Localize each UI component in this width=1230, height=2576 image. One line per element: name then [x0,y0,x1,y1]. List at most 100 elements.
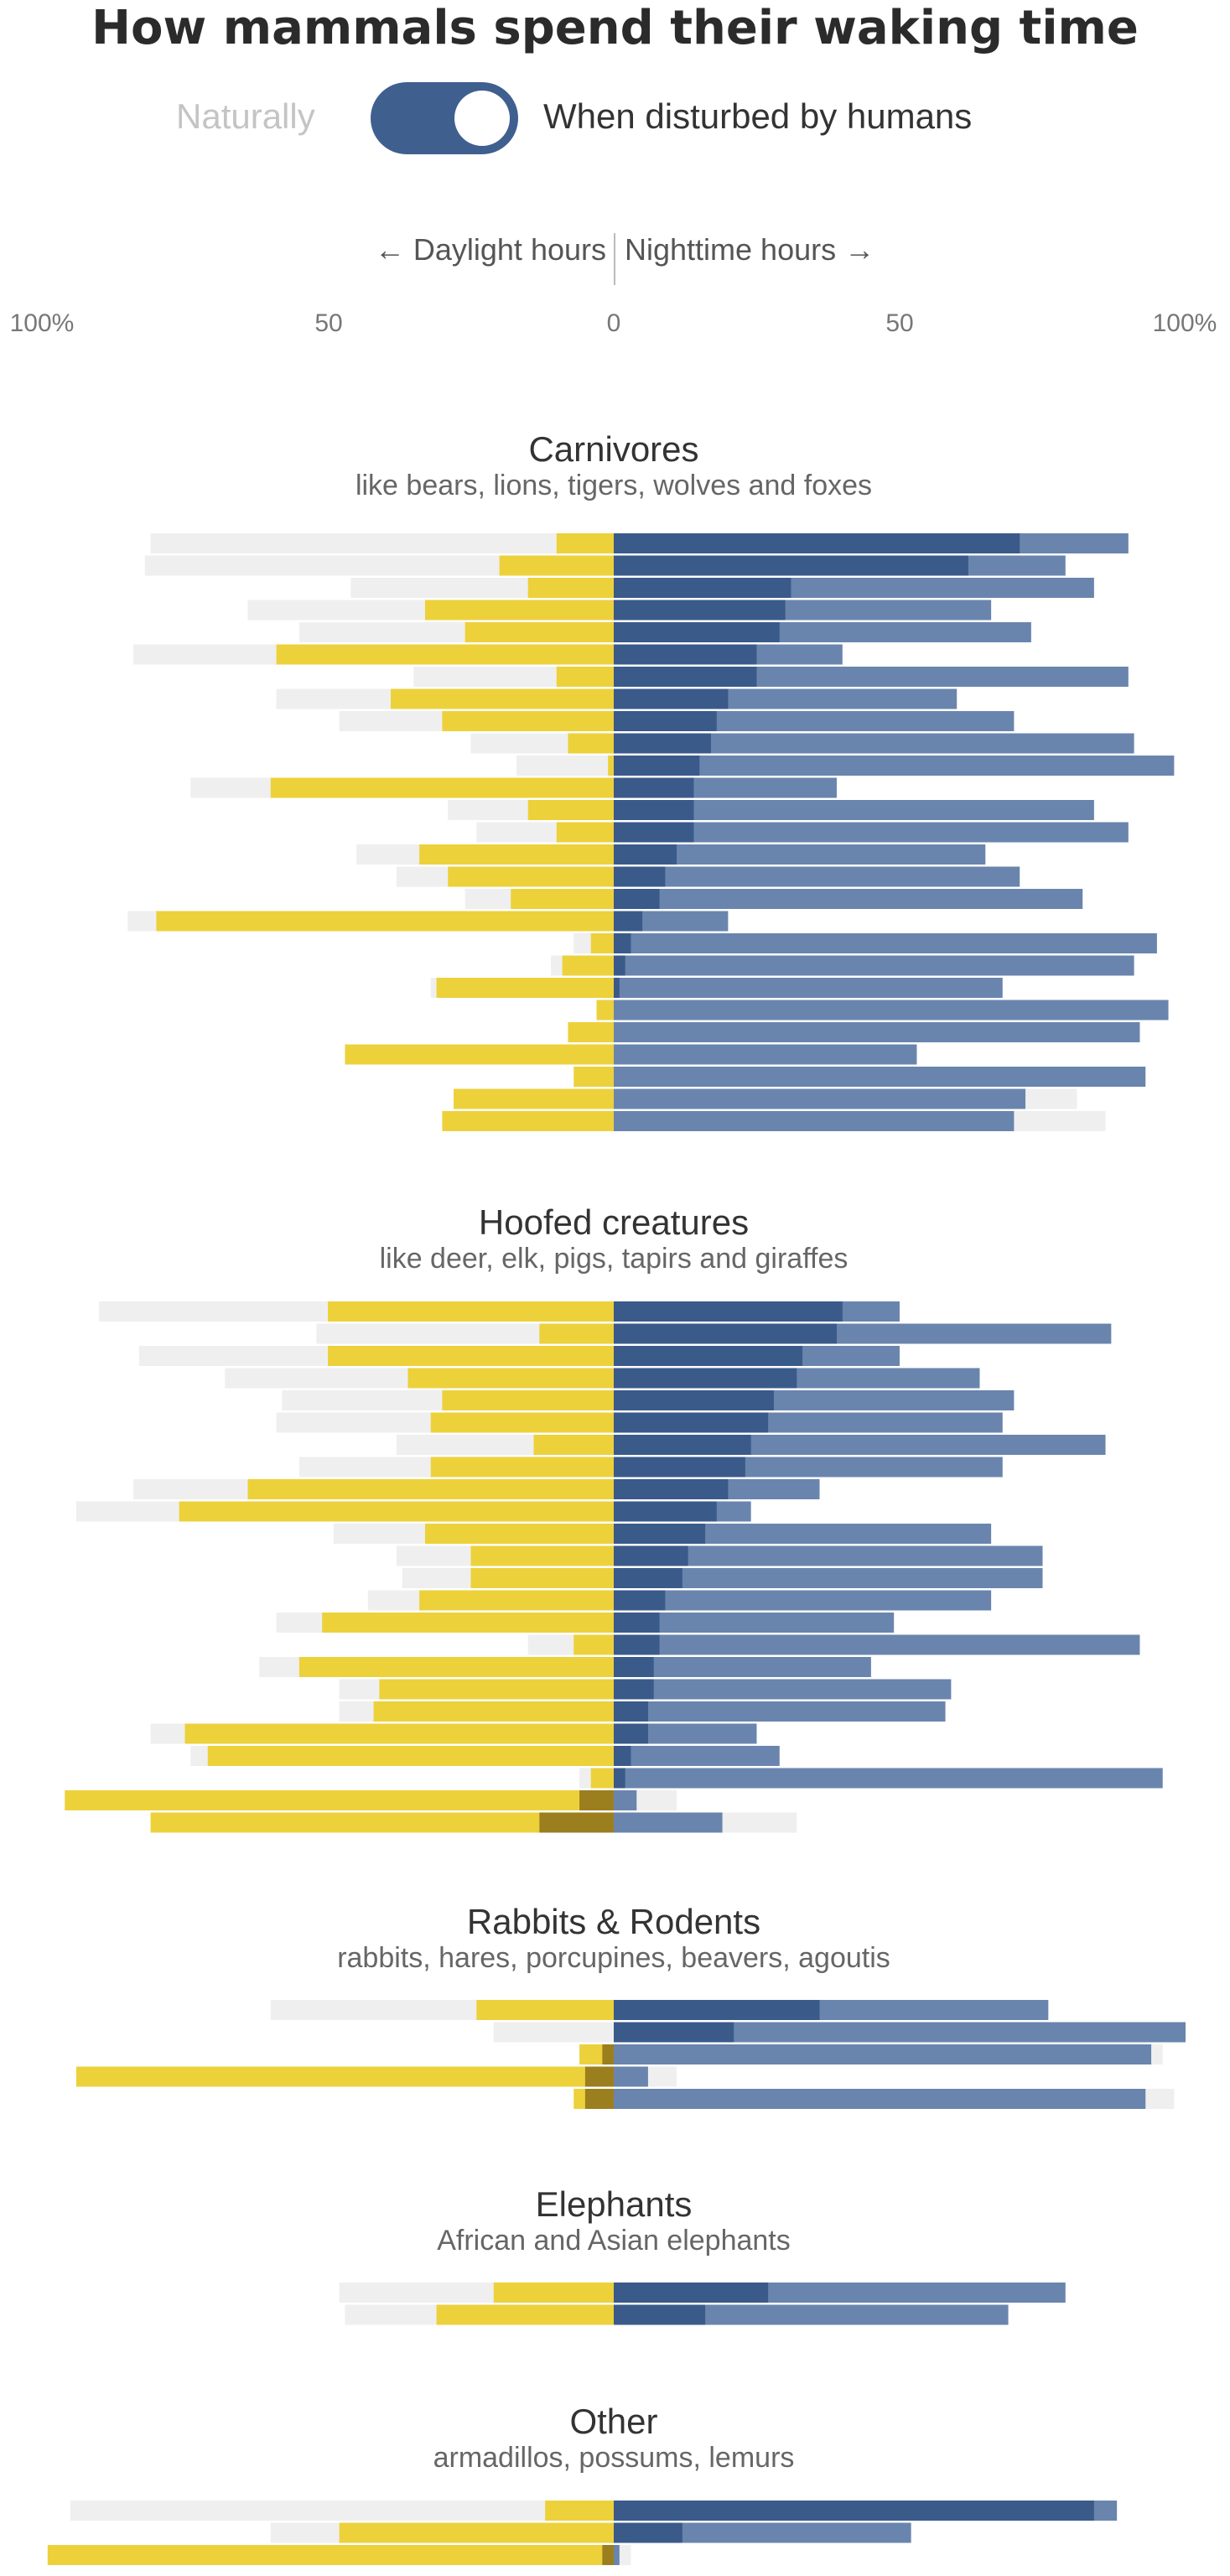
daylight-bar [184,1723,614,1744]
group-title: Hoofed creatures [479,1202,749,1242]
daylight-bar [527,578,614,598]
natural-daylight-bar [493,2022,614,2043]
group-subtitle: like deer, elk, pigs, tapirs and giraffe… [380,1243,849,1275]
nighttime-natural-bar [614,2022,734,2043]
nighttime-disturbed-bar [614,1657,871,1677]
overlap-bar [539,1812,614,1833]
nighttime-natural-bar [614,2501,1094,2521]
nighttime-disturbed-bar [614,1679,952,1700]
nighttime-natural-bar [614,2304,706,2325]
nighttime-natural-bar [614,1746,631,1766]
axis-tick-label: 50 [314,309,342,337]
daylight-bar [511,889,614,909]
nighttime-natural-bar [614,2283,769,2303]
nighttime-direction-label: Nighttime hours → [625,232,875,267]
daylight-bar [464,622,614,642]
nighttime-disturbed-bar [614,889,1083,909]
nighttime-disturbed-bar [614,933,1157,953]
nighttime-natural-bar [614,688,729,709]
nighttime-disturbed-bar [614,978,1003,998]
daylight-bar [156,911,614,932]
nighttime-disturbed-bar [614,2545,620,2565]
group-title: Carnivores [528,429,698,469]
daylight-bar [391,688,614,709]
nighttime-natural-bar [614,822,694,843]
nighttime-natural-bar [614,1346,803,1366]
nighttime-natural-bar [614,600,786,621]
nighttime-natural-bar [614,667,757,687]
overlap-bar [584,2089,614,2109]
nighttime-natural-bar [614,1524,706,1544]
daylight-bar [436,978,614,998]
daylight-bar [75,2066,615,2087]
nighttime-natural-bar [614,1679,654,1700]
daylight-bar [573,1634,614,1655]
nighttime-natural-bar [614,644,757,665]
daylight-bar [407,1368,614,1389]
daylight-bar [339,2522,614,2543]
daylight-bar [539,1323,614,1344]
daylight-bar [179,1501,614,1522]
direction-divider [614,233,615,285]
nighttime-disturbed-bar [614,1568,1043,1588]
daylight-bar [207,1746,614,1766]
nighttime-disturbed-bar [614,1000,1169,1021]
daylight-bar [150,1812,614,1833]
nighttime-natural-bar [614,1435,751,1455]
nighttime-natural-bar [614,1479,729,1499]
daylight-bar [298,1657,614,1677]
nighttime-natural-bar [614,911,643,932]
daylight-bar [345,1044,614,1065]
axis-tick-label: 0 [607,309,621,337]
daylight-bar [379,1679,614,1700]
daylight-bar [596,1000,614,1021]
group-subtitle: like bears, lions, tigers, wolves and fo… [356,470,872,501]
daylight-bar [568,1022,614,1042]
daylight-bar [470,1545,614,1566]
toggle-label-naturally[interactable]: Naturally [176,96,315,136]
toggle-knob [454,91,510,146]
nighttime-disturbed-bar [614,1746,780,1766]
daylight-bar [476,2000,614,2020]
group-subtitle: rabbits, hares, porcupines, beavers, ago… [337,1942,890,1974]
nighttime-natural-bar [614,578,791,598]
nighttime-disturbed-bar [614,1768,1163,1789]
nighttime-natural-bar [614,1457,745,1478]
nighttime-natural-bar [614,733,711,754]
nighttime-natural-bar [614,1501,717,1522]
group-title: Other [569,2402,657,2441]
nighttime-natural-bar [614,1301,843,1322]
overlap-bar [584,2066,614,2087]
nighttime-natural-bar [614,1568,682,1588]
group-title: Rabbits & Rodents [467,1902,760,1941]
daylight-bar [556,533,614,553]
nighttime-natural-bar [614,866,666,887]
group-subtitle: armadillos, possums, lemurs [433,2442,795,2474]
nighttime-natural-bar [614,1768,625,1789]
overlap-bar [602,2044,614,2064]
nighttime-natural-bar [614,800,694,820]
nighttime-natural-bar [614,978,620,998]
axis-tick-label: 100% [1153,309,1217,337]
daylight-bar [527,800,614,820]
daylight-bar [419,1590,614,1611]
daylight-bar [573,1067,614,1087]
nighttime-natural-bar [614,533,1020,553]
daylight-bar [322,1613,614,1633]
group-title: Elephants [536,2184,693,2224]
view-toggle-switch[interactable] [371,82,518,154]
nighttime-natural-bar [614,844,677,865]
daylight-bar [419,844,614,865]
daylight-bar [247,1479,614,1499]
nighttime-natural-bar [614,756,700,776]
nighttime-natural-bar [614,1323,837,1344]
nighttime-natural-bar [614,1634,660,1655]
nighttime-natural-bar [614,933,631,953]
toggle-label-disturbed[interactable]: When disturbed by humans [543,96,973,136]
daylight-bar [424,1524,614,1544]
nighttime-natural-bar [614,1545,688,1566]
daylight-bar [47,2545,614,2565]
nighttime-disturbed-bar [614,2066,648,2087]
daylight-bar [499,555,614,576]
daylight-bar [328,1346,614,1366]
